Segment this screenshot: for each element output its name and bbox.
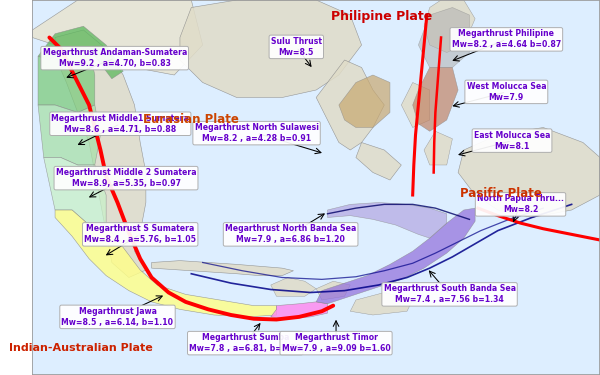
Polygon shape: [38, 105, 100, 165]
Text: Megarthrust Philipine
Mw=8.2 , a=4.64 b=0.87: Megarthrust Philipine Mw=8.2 , a=4.64 b=…: [452, 29, 561, 50]
Polygon shape: [55, 30, 146, 278]
Polygon shape: [180, 0, 362, 98]
Text: Sulu Thrust
Mw=8.5: Sulu Thrust Mw=8.5: [271, 37, 322, 57]
Polygon shape: [328, 202, 447, 238]
Text: Megarthrust North Sulawesi
Mw=8.2 , a=4.28 b=0.91: Megarthrust North Sulawesi Mw=8.2 , a=4.…: [194, 123, 319, 143]
Polygon shape: [424, 0, 475, 53]
FancyBboxPatch shape: [32, 0, 600, 375]
Text: Megarthrust Andaman-Sumatera
Mw=9.2 , a=4.70, b=0.83: Megarthrust Andaman-Sumatera Mw=9.2 , a=…: [43, 48, 187, 68]
Text: Eurasian Plate: Eurasian Plate: [143, 114, 239, 126]
Polygon shape: [316, 60, 384, 150]
Polygon shape: [32, 0, 203, 75]
Polygon shape: [413, 68, 458, 131]
Polygon shape: [271, 278, 316, 296]
Polygon shape: [356, 142, 401, 180]
Text: Megarthrust Sumba
Mw=7.8 , a=6.81, b=1.20: Megarthrust Sumba Mw=7.8 , a=6.81, b=1.2…: [189, 333, 301, 353]
Polygon shape: [38, 26, 123, 79]
Text: Indian-Australian Plate: Indian-Australian Plate: [9, 343, 152, 353]
Text: West Molucca Sea
Mw=7.9: West Molucca Sea Mw=7.9: [467, 82, 546, 102]
Text: Megarthrust Timor
Mw=7.9 , a=9.09 b=1.60: Megarthrust Timor Mw=7.9 , a=9.09 b=1.60: [281, 333, 391, 353]
Polygon shape: [458, 128, 600, 218]
Polygon shape: [271, 302, 328, 319]
Polygon shape: [350, 292, 413, 315]
Text: North Papua Thru...
Mw=8.2: North Papua Thru... Mw=8.2: [477, 194, 564, 214]
Polygon shape: [44, 158, 106, 225]
Text: Megarthrust Middle1 Sumatera
Mw=8.6 , a=4.71, b=0.88: Megarthrust Middle1 Sumatera Mw=8.6 , a=…: [52, 114, 189, 134]
Polygon shape: [401, 82, 430, 128]
Text: Megarthrust South Banda Sea
Mw=7.4 , a=7.56 b=1.34: Megarthrust South Banda Sea Mw=7.4 , a=7…: [383, 284, 515, 304]
Polygon shape: [339, 75, 390, 128]
Text: Megarthrust North Banda Sea
Mw=7.9 , a=6.86 b=1.20: Megarthrust North Banda Sea Mw=7.9 , a=6…: [225, 224, 356, 245]
Text: Megarthrust S Sumatera
Mw=8.4 , a=5.76, b=1.05: Megarthrust S Sumatera Mw=8.4 , a=5.76, …: [84, 224, 196, 245]
Text: Megarthrust Jawa
Mw=8.5 , a=6.14, b=1.10: Megarthrust Jawa Mw=8.5 , a=6.14, b=1.10: [61, 307, 173, 327]
Text: East Molucca Sea
Mw=8.1: East Molucca Sea Mw=8.1: [474, 130, 550, 151]
Polygon shape: [424, 131, 452, 165]
Text: Philipine Plate: Philipine Plate: [331, 10, 432, 23]
Polygon shape: [316, 281, 350, 300]
Text: Pasific Plate: Pasific Plate: [460, 187, 542, 200]
Polygon shape: [418, 8, 469, 68]
Polygon shape: [152, 261, 293, 276]
Polygon shape: [316, 208, 475, 304]
Text: Megarthrust Middle 2 Sumatera
Mw=8.9, a=5.35, b=0.97: Megarthrust Middle 2 Sumatera Mw=8.9, a=…: [56, 168, 196, 188]
Polygon shape: [38, 49, 95, 112]
Polygon shape: [55, 210, 277, 317]
